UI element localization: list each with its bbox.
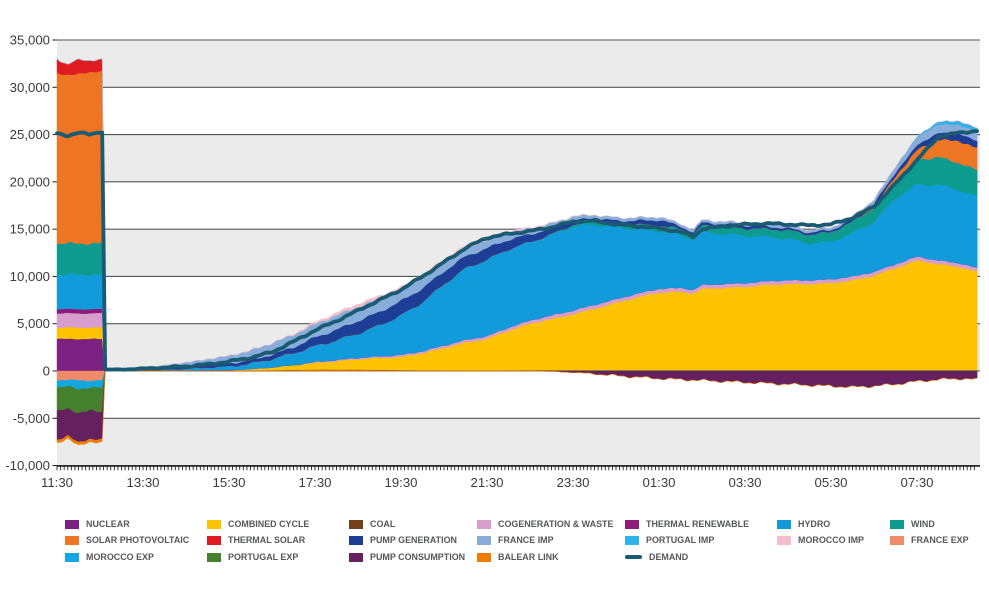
y-tick-label: -10,000 <box>5 458 50 473</box>
area-morocco_imp <box>56 58 978 372</box>
legend-item-pump_consumption: PUMP CONSUMPTION <box>349 549 471 565</box>
legend-label: THERMAL RENEWABLE <box>646 518 750 530</box>
legend-item-portugal_exp: PORTUGAL EXP <box>207 549 303 565</box>
x-tick-label: 21:30 <box>470 475 503 490</box>
legend-item-pump_generation: PUMP GENERATION <box>349 533 463 549</box>
legend-item-portugal_imp: PORTUGAL IMP <box>625 533 719 549</box>
legend-item-morocco_imp: MOROCCO IMP <box>777 533 868 549</box>
legend-item-demand: DEMAND <box>625 549 691 565</box>
legend-item-morocco_exp: MOROCCO EXP <box>65 549 158 565</box>
legend-swatch-portugal_imp <box>625 536 639 545</box>
legend-label: HYDRO <box>798 518 831 530</box>
legend-label: COGENERATION & WASTE <box>498 518 614 530</box>
x-tick-label: 19:30 <box>384 475 417 490</box>
legend-swatch-solar_pv <box>65 536 79 545</box>
legend-label: WIND <box>911 518 935 530</box>
y-tick-label: -5,000 <box>13 411 50 426</box>
x-axis <box>56 465 980 471</box>
legend-label: COAL <box>370 518 396 530</box>
y-tick-label: 5,000 <box>17 316 50 331</box>
legend-label: PUMP CONSUMPTION <box>370 551 466 563</box>
legend-label: FRANCE EXP <box>911 535 969 546</box>
x-tick-label: 07:30 <box>900 475 933 490</box>
legend-swatch-nuclear <box>65 519 79 529</box>
x-tick-label: 13:30 <box>126 475 159 490</box>
legend-swatch-balear_link <box>477 552 491 562</box>
legend-swatch-combined_cycle <box>207 519 221 529</box>
area-balear_link <box>56 370 978 445</box>
chart-legend: NUCLEAR SOLAR PHOTOVOLTAIC MOROCCO EXP COMB… <box>0 516 989 576</box>
x-tick-label: 01:30 <box>642 475 675 490</box>
legend-item-wind: WIND <box>890 516 936 532</box>
legend-label: BALEAR LINK <box>498 551 559 563</box>
legend-swatch-cogeneration <box>477 519 491 529</box>
legend-swatch-wind <box>890 519 904 529</box>
x-tick-label: 15:30 <box>212 475 245 490</box>
legend-label: MOROCCO IMP <box>798 535 864 546</box>
x-tick-label: 17:30 <box>298 475 331 490</box>
legend-swatch-hydro <box>777 519 791 529</box>
legend-label: DEMAND <box>649 551 689 563</box>
legend-swatch-pump_generation <box>349 536 363 545</box>
legend-item-france_exp: FRANCE EXP <box>890 533 972 549</box>
legend-label: PORTUGAL EXP <box>228 551 299 563</box>
demand-line <box>55 129 980 372</box>
legend-swatch-thermal_solar <box>207 536 221 545</box>
y-tick-label: 10,000 <box>10 269 50 284</box>
legend-item-coal: COAL <box>349 516 397 532</box>
legend-label: PORTUGAL IMP <box>646 535 715 546</box>
legend-label: NUCLEAR <box>86 518 130 530</box>
legend-item-cogeneration: COGENERATION & WASTE <box>477 516 621 532</box>
legend-label: FRANCE IMP <box>498 535 554 546</box>
legend-label: MOROCCO EXP <box>86 551 154 563</box>
x-axis-labels: 11:30 13:30 15:30 17:30 19:30 21:30 23:30 01:30… <box>41 475 934 490</box>
legend-swatch-portugal_exp <box>207 552 221 562</box>
legend-swatch-france_exp <box>890 536 904 545</box>
legend-swatch-pump_consumption <box>349 552 363 562</box>
x-tick-label: 11:30 <box>41 475 73 490</box>
y-tick-label: 15,000 <box>10 222 50 237</box>
legend-item-nuclear: NUCLEAR <box>65 516 132 532</box>
legend-swatch-demand-line <box>625 554 642 560</box>
x-tick-label: 05:30 <box>814 475 847 490</box>
legend-label: THERMAL SOLAR <box>228 535 306 546</box>
y-tick-label: 20,000 <box>10 174 50 189</box>
legend-item-hydro: HYDRO <box>777 516 832 532</box>
legend-item-thermal_renewable: THERMAL RENEWABLE <box>625 516 756 532</box>
legend-swatch-thermal_renewable <box>625 519 639 529</box>
legend-label: COMBINED CYCLE <box>228 518 310 530</box>
y-tick-label: 35,000 <box>10 33 50 48</box>
legend-label: PUMP GENERATION <box>370 535 457 546</box>
y-axis-labels: 35,000 30,000 25,000 20,000 15,000 10,000 5,00… <box>5 33 50 474</box>
legend-item-combined_cycle: COMBINED CYCLE <box>207 516 315 532</box>
legend-item-solar_pv: SOLAR PHOTOVOLTAIC <box>65 533 196 549</box>
legend-swatch-coal <box>349 519 363 529</box>
stacked-areas <box>56 58 978 445</box>
y-tick-label: 25,000 <box>10 127 50 142</box>
legend-swatch-france_imp <box>477 536 491 545</box>
legend-swatch-morocco_exp <box>65 552 79 562</box>
legend-label: SOLAR PHOTOVOLTAIC <box>86 535 190 546</box>
x-tick-label: 23:30 <box>556 475 589 490</box>
x-tick-label: 03:30 <box>728 475 761 490</box>
y-tick-label: 30,000 <box>10 80 50 95</box>
y-tick-label: 0 <box>43 364 50 379</box>
legend-item-thermal_solar: THERMAL SOLAR <box>207 533 310 549</box>
legend-item-balear_link: BALEAR LINK <box>477 549 562 565</box>
legend-swatch-morocco_imp <box>777 536 791 545</box>
legend-item-france_imp: FRANCE IMP <box>477 533 557 549</box>
